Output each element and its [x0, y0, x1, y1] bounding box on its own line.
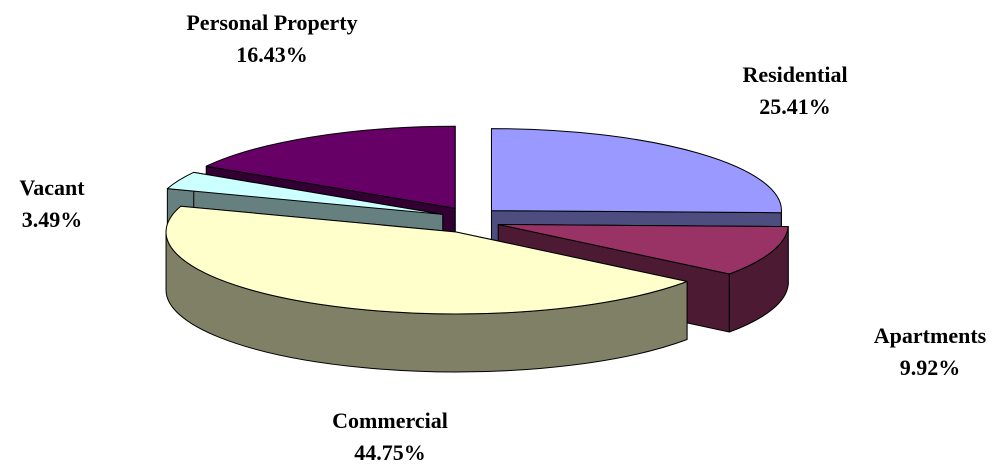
slice-value-label: 44.75% [354, 440, 426, 465]
slice-label: Residential [742, 62, 847, 87]
slice-value-label: 25.41% [759, 94, 831, 119]
slice-label: Apartments [874, 323, 987, 348]
slice-label: Vacant [19, 175, 85, 200]
slice [490, 128, 782, 214]
slice [205, 125, 456, 209]
slice [165, 205, 688, 315]
slice-value-label: 3.49% [22, 207, 83, 232]
slice-value-label: 9.92% [900, 355, 961, 380]
slice-label: Commercial [332, 408, 448, 433]
slice [166, 171, 444, 215]
slice [497, 223, 789, 275]
slice-value-label: 16.43% [236, 42, 308, 67]
slice-label: Personal Property [186, 10, 357, 35]
